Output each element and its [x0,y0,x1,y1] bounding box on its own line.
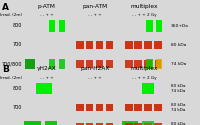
Bar [125,60,133,68]
Text: 700: 700 [13,42,22,48]
Bar [155,60,161,68]
Bar [49,59,55,70]
Bar [146,59,153,69]
Bar [49,20,55,32]
Bar [125,41,133,49]
Text: - - + +: - - + + [40,76,53,80]
Bar [154,41,162,49]
Bar [144,123,152,125]
Bar [86,104,93,111]
Text: 700: 700 [13,105,22,110]
Text: γH2AX: γH2AX [37,66,56,71]
Bar [96,104,103,111]
Bar [59,20,65,32]
Text: B: B [2,65,9,74]
Text: 80 kDa
74 kDa: 80 kDa 74 kDa [171,103,186,112]
Bar [96,41,103,49]
Bar [144,104,152,111]
Text: 74 kDa: 74 kDa [171,62,186,66]
Bar [144,60,152,68]
Bar [59,59,65,70]
Text: 80 kDa: 80 kDa [171,43,186,47]
Text: - - + + 2 Gy: - - + + 2 Gy [132,76,156,80]
Bar [142,83,154,94]
Text: multiplex: multiplex [130,4,158,9]
Text: 700/800: 700/800 [2,124,22,125]
Text: 350+Da: 350+Da [171,24,189,28]
Bar [106,123,113,125]
Bar [76,41,84,49]
Bar [125,104,133,111]
Bar [36,83,52,94]
Bar [134,123,142,125]
Bar [24,121,41,125]
Bar [154,123,162,125]
Bar [134,60,142,68]
Bar [125,123,133,125]
Bar [45,121,57,125]
Bar [86,60,93,68]
Bar [142,121,154,125]
Text: 700/800: 700/800 [2,62,22,67]
Text: - - + +: - - + + [40,13,53,17]
Text: pan-H2AX: pan-H2AX [81,66,110,71]
Bar [106,41,113,49]
Bar [146,20,153,32]
Bar [156,20,162,32]
Text: 80 kDa
74 kDa: 80 kDa 74 kDa [171,84,186,93]
Bar [156,59,162,69]
Text: p-ATM: p-ATM [38,4,55,9]
Bar [76,104,84,111]
Bar [76,60,84,68]
Text: 800: 800 [13,23,22,28]
Text: - - + +: - - + + [88,13,102,17]
Text: A: A [2,2,9,12]
Bar [106,104,113,111]
Text: - - + +: - - + + [88,76,102,80]
Bar [76,123,84,125]
Text: multiplex: multiplex [130,66,158,71]
Text: Irrad. (2m): Irrad. (2m) [0,76,22,80]
Bar [144,41,152,49]
Text: 800: 800 [13,86,22,91]
Bar [86,41,93,49]
Text: - - + + 2 Gy: - - + + 2 Gy [132,13,156,17]
Text: 80 kDa
74 kDa: 80 kDa 74 kDa [171,122,186,125]
Bar [134,41,142,49]
Bar [134,104,142,111]
Bar [154,104,162,111]
Bar [96,60,103,68]
Bar [122,121,138,125]
Bar [86,123,93,125]
Bar [96,123,103,125]
Bar [106,60,113,68]
Text: pan-ATM: pan-ATM [83,4,108,9]
Text: Irrad. (2m): Irrad. (2m) [0,13,22,17]
Bar [25,59,35,70]
